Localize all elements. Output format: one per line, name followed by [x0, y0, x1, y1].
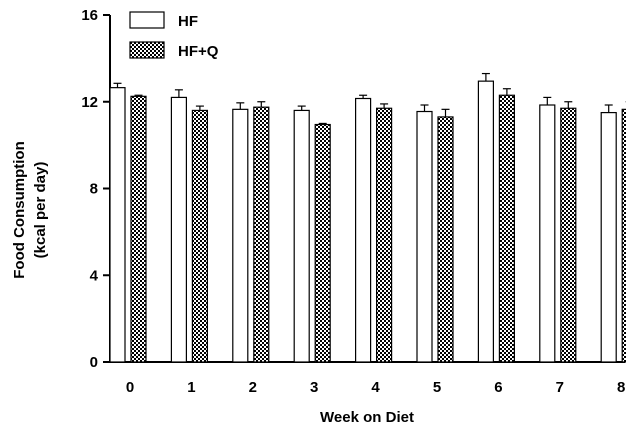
bar-hf-q: [130, 95, 147, 363]
bar-hf: [355, 97, 372, 363]
bar-hf: [109, 87, 126, 363]
x-tick-label: 7: [556, 379, 564, 396]
bar-hf: [232, 108, 249, 363]
x-tick-label: 2: [249, 379, 257, 396]
y-axis-label-line2: (kcal per day): [32, 162, 49, 259]
x-tick-label: 4: [371, 379, 380, 396]
x-axis-label: Week on Diet: [320, 409, 414, 426]
bar-hf: [416, 110, 433, 363]
bar-hf: [539, 104, 556, 363]
x-tick-label: 6: [494, 379, 502, 396]
x-tick-label: 0: [126, 379, 134, 396]
bar-hf: [293, 109, 310, 363]
y-tick-label: 16: [81, 7, 98, 24]
legend-swatch-hf-q: [129, 41, 165, 59]
legend-label-hf-q: HF+Q: [178, 43, 219, 60]
bar-hf-q: [253, 106, 270, 363]
y-tick-label: 8: [90, 181, 98, 198]
bar-hf-q: [191, 109, 208, 363]
y-axis-label-line1: Food Consumption: [11, 141, 28, 278]
x-tick-label: 5: [433, 379, 441, 396]
legend: HF HF+Q: [129, 11, 219, 60]
x-tick-label: 3: [310, 379, 318, 396]
y-tick-label: 12: [81, 94, 98, 111]
bar-hf-q: [621, 108, 626, 363]
bar-hf-q: [498, 94, 515, 363]
bar-hf: [170, 96, 187, 363]
y-tick-label: 0: [90, 354, 98, 371]
legend-swatch-hf: [129, 11, 165, 29]
bar-hf-q: [437, 116, 454, 363]
y-axis-label: Food Consumption (kcal per day): [11, 141, 49, 278]
x-tick-label: 1: [187, 379, 195, 396]
legend-label-hf: HF: [178, 13, 198, 30]
bar-hf: [477, 80, 494, 363]
y-tick-label: 4: [90, 267, 99, 284]
bar-hf: [600, 111, 617, 363]
bar-hf-q: [314, 123, 331, 363]
bar-hf-q: [560, 107, 577, 363]
x-tick-label: 8: [617, 379, 625, 396]
bar-hf-q: [376, 107, 393, 363]
